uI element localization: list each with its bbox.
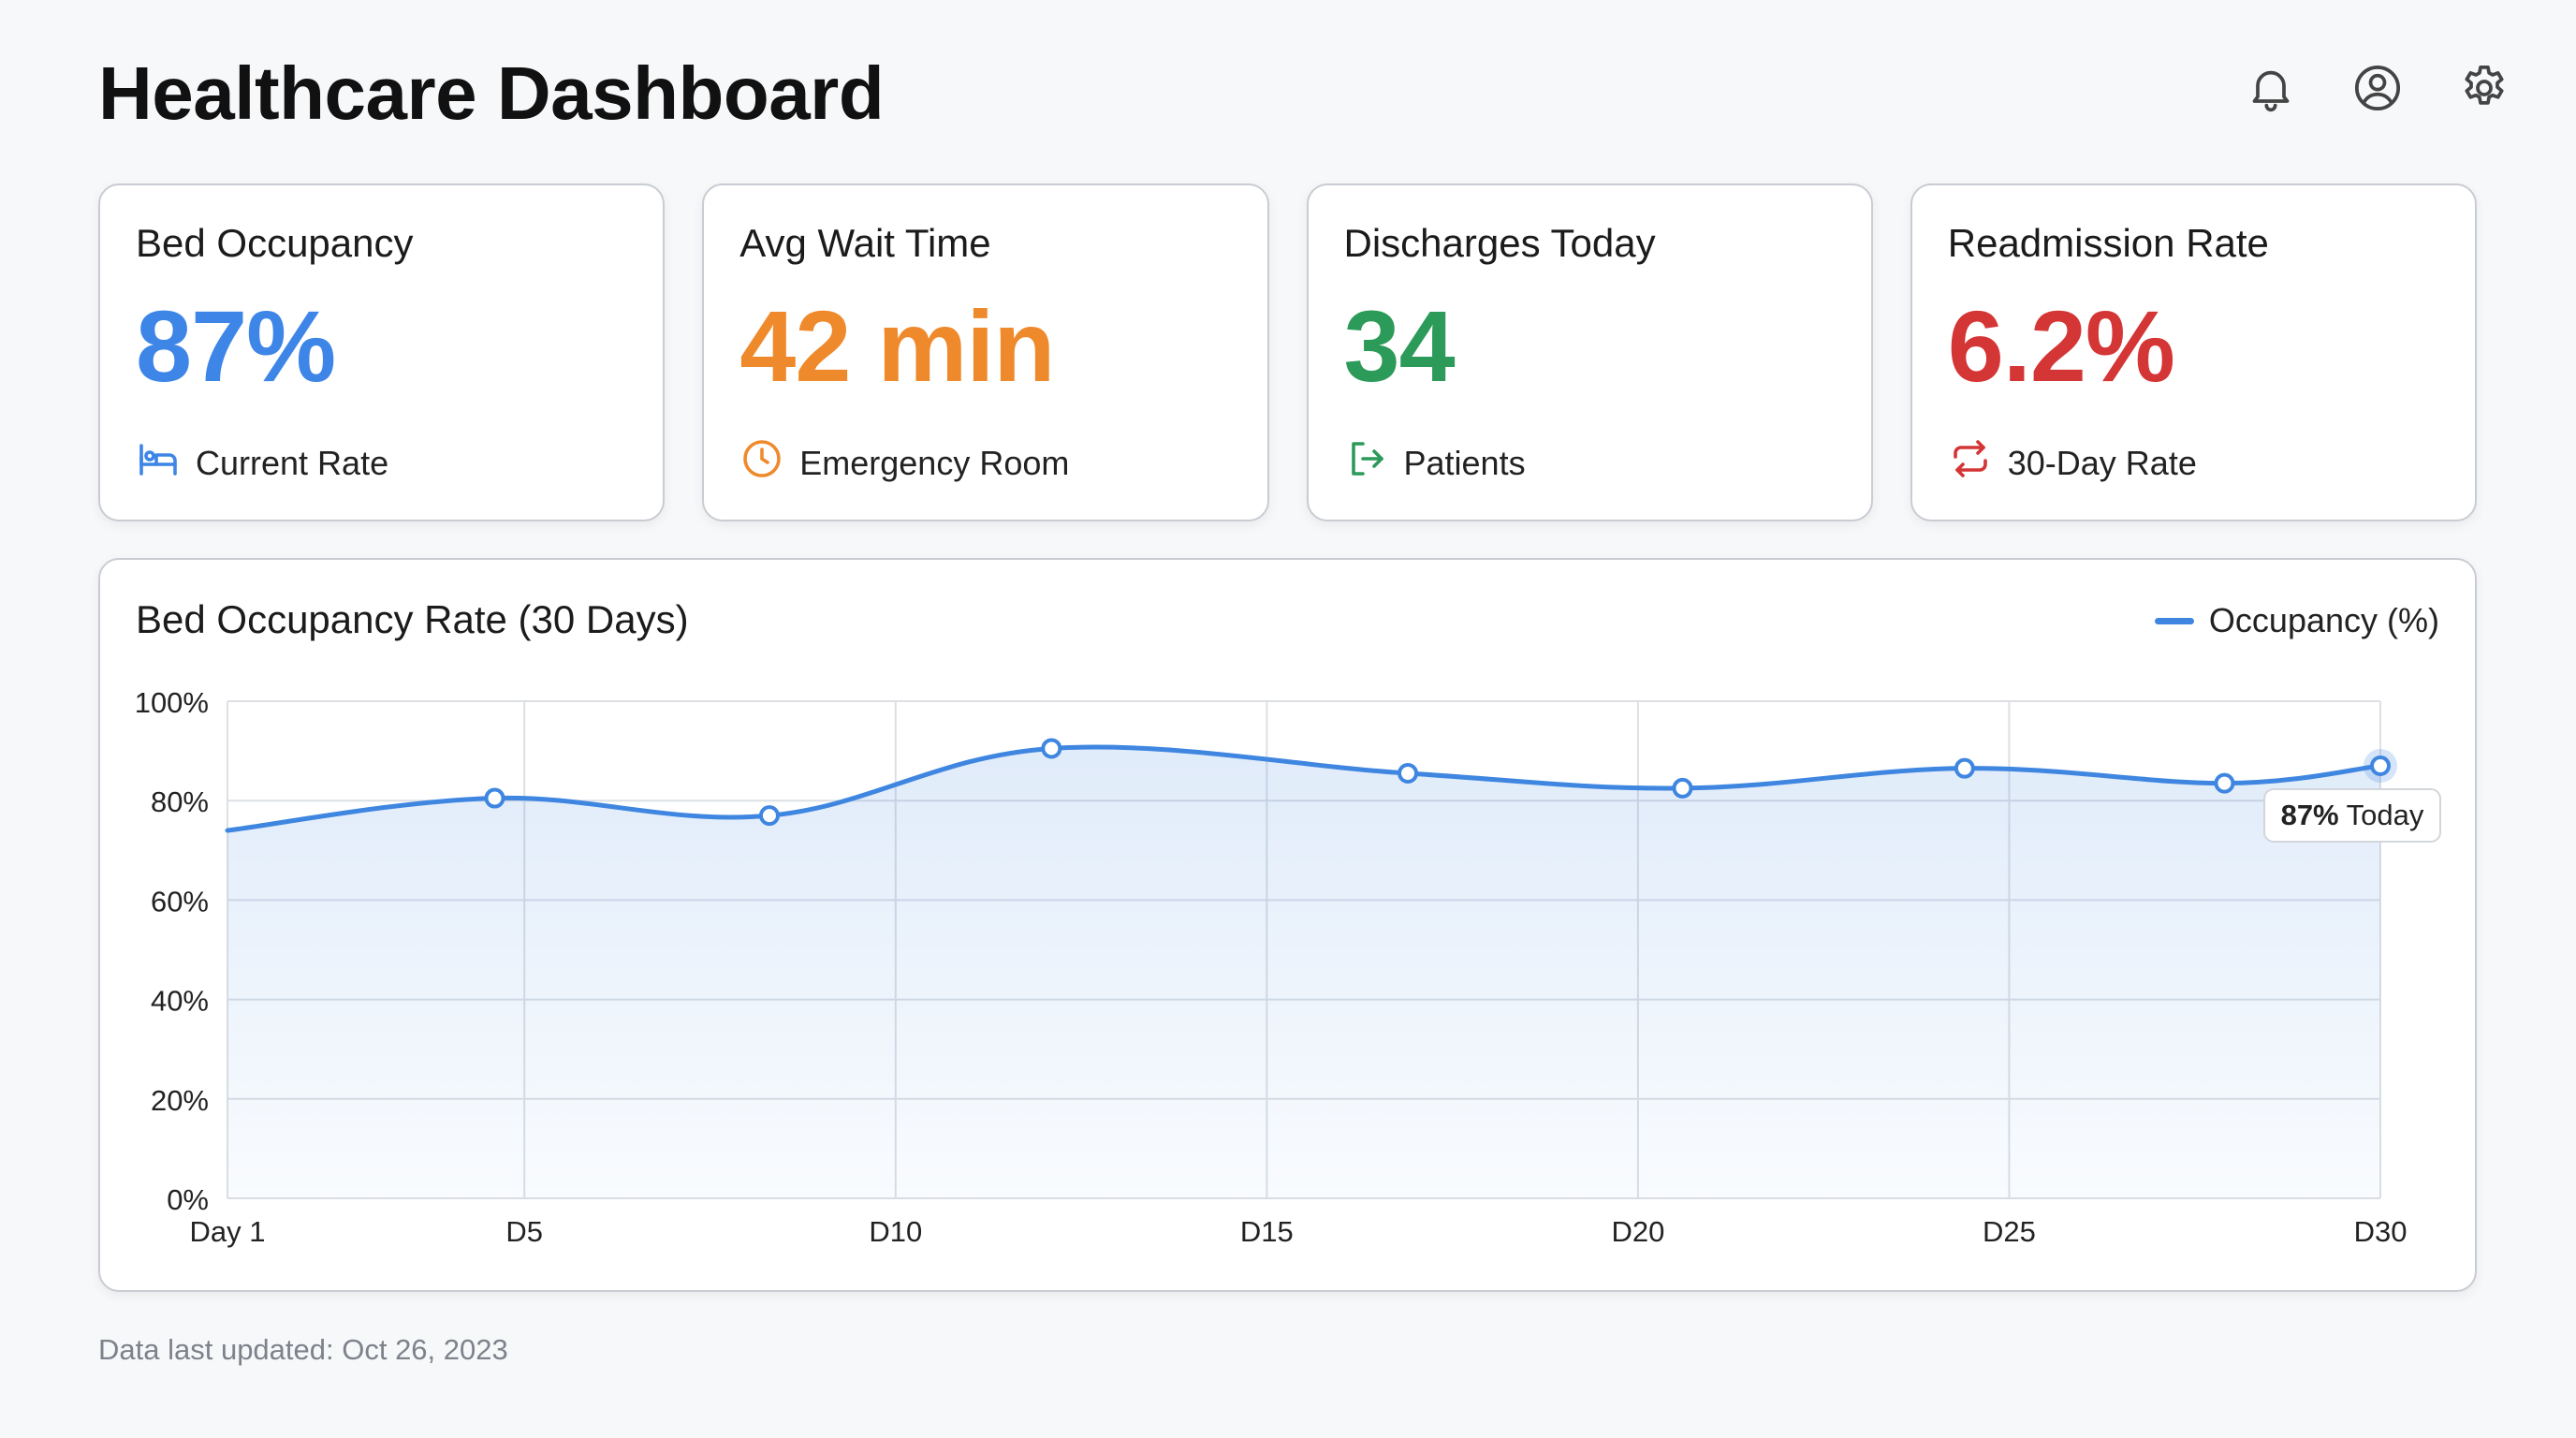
card-value: 42 min [739, 289, 1055, 403]
gear-icon[interactable] [2458, 62, 2510, 114]
kpi-cards: Bed Occupancy 87% Current Rate Avg Wait … [98, 183, 2477, 521]
data-point [1954, 757, 1975, 779]
page-title: Healthcare Dashboard [98, 51, 885, 135]
user-circle-icon[interactable] [2351, 62, 2404, 114]
tooltip-box [2263, 788, 2441, 843]
occupancy-chart-card: Bed Occupancy Rate (30 Days) Occupancy (… [98, 558, 2477, 1292]
card-readmission-rate: Readmission Rate 6.2% 30-Day Rate [1910, 183, 2477, 521]
card-value: 6.2% [1947, 289, 2175, 403]
card-value: 87% [136, 289, 336, 403]
exit-icon [1344, 436, 1389, 490]
y-tick-label: 40% [151, 985, 209, 1018]
header-actions [2245, 62, 2510, 114]
x-tick-label: D5 [505, 1215, 543, 1248]
y-tick-label: 100% [135, 686, 209, 719]
data-point [484, 787, 505, 809]
card-label: Discharges Today [1343, 221, 1656, 265]
x-tick-label: D20 [1611, 1215, 1664, 1248]
legend-swatch [2154, 617, 2194, 624]
card-label: Bed Occupancy [136, 221, 414, 265]
bell-icon[interactable] [2245, 62, 2297, 114]
data-point [758, 805, 780, 827]
data-point [1041, 738, 1062, 759]
occupancy-chart: 0% 20% 40% 60% 80% 100% Day 1 D5 D10 D15 D20 D25 D30… [135, 686, 2441, 1248]
x-tick-label: Day 1 [190, 1215, 266, 1248]
y-tick-label: 20% [151, 1084, 209, 1117]
data-point [2214, 772, 2235, 794]
tooltip-text: 87% Today [2281, 799, 2424, 831]
y-tick-label: 0% [167, 1183, 209, 1216]
card-label: Avg Wait Time [739, 221, 991, 265]
card-avg-wait-time: Avg Wait Time 42 min Emergency Room [702, 183, 1269, 521]
card-subtitle: Current Rate [136, 436, 388, 490]
card-subtitle: 30-Day Rate [1948, 436, 2197, 490]
clock-icon [739, 436, 784, 490]
card-value: 34 [1343, 289, 1456, 403]
data-point [1398, 762, 1419, 784]
y-tick-label: 60% [151, 885, 209, 917]
x-tick-label: D10 [869, 1215, 922, 1248]
card-subtitle: Patients [1344, 436, 1526, 490]
legend-label: Occupancy (%) [2208, 601, 2439, 639]
repeat-icon [1948, 436, 1993, 490]
chart-title: Bed Occupancy Rate (30 Days) [136, 597, 689, 641]
bed-icon [136, 436, 181, 490]
x-tick-label: D30 [2354, 1215, 2408, 1248]
x-tick-label: D25 [1983, 1215, 2036, 1248]
card-label: Readmission Rate [1947, 221, 2269, 265]
occupancy-line [225, 744, 2383, 833]
y-tick-label: 80% [151, 785, 209, 818]
data-point [2370, 756, 2391, 777]
card-bed-occupancy: Bed Occupancy 87% Current Rate [98, 183, 666, 521]
data-point [1672, 777, 1693, 799]
card-subtitle: Emergency Room [739, 436, 1069, 490]
x-tick-label: D15 [1240, 1215, 1294, 1248]
occupancy-area [227, 746, 2380, 1198]
card-discharges-today: Discharges Today 34 Patients [1306, 183, 1873, 521]
last-updated-text: Data last updated: Oct 26, 2023 [98, 1333, 508, 1366]
chart-legend: Occupancy (%) [2154, 601, 2439, 640]
